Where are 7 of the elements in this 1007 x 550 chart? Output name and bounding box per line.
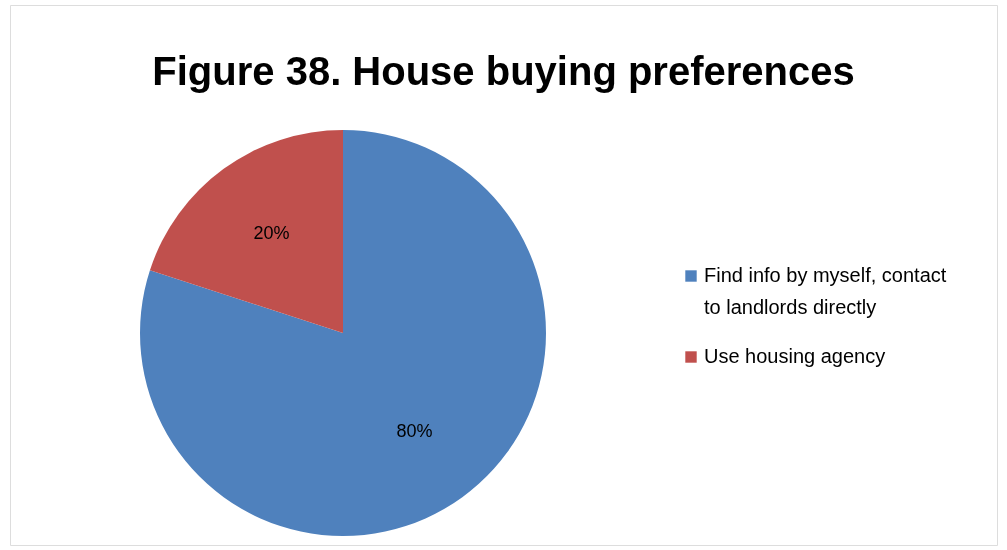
chart-title: Figure 38. House buying preferences <box>152 49 855 93</box>
legend-label: Use housing agency <box>704 345 886 367</box>
data-label: 80% <box>396 420 433 441</box>
pie-slice <box>149 130 343 333</box>
pie-slice <box>140 130 546 536</box>
legend-label: Find info by myself, contact to landlords directly <box>704 264 947 318</box>
data-label: 20% <box>253 223 290 244</box>
